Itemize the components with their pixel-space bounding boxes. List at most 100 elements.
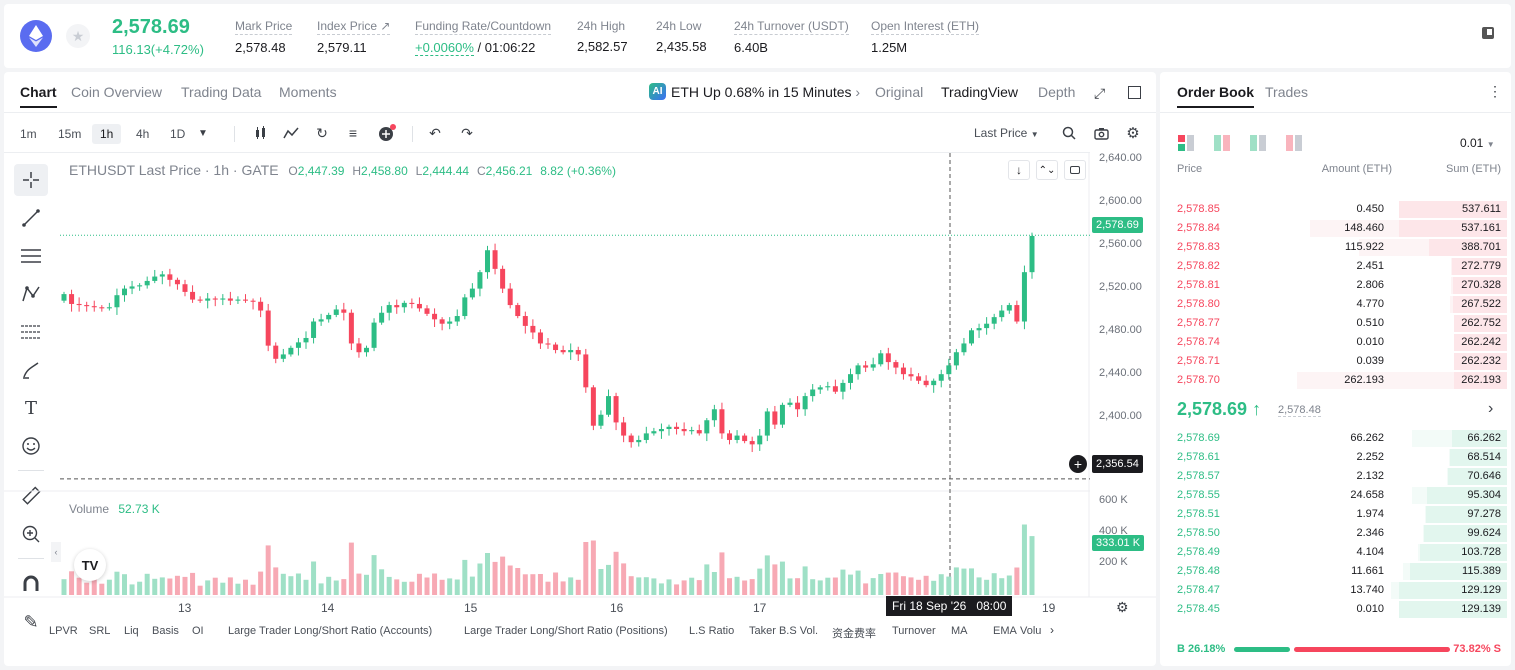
depth-bar <box>1429 239 1507 256</box>
both-sides-view-icon[interactable] <box>1178 135 1194 151</box>
price-type-select[interactable]: Last Price ▼ <box>974 126 1039 140</box>
indicators-icon[interactable] <box>282 124 300 142</box>
undo-icon[interactable]: ↶ <box>429 124 441 141</box>
tab-coin-overview[interactable]: Coin Overview <box>71 84 163 100</box>
indicator-1[interactable]: SRL <box>89 625 111 637</box>
indicator-10[interactable]: Turnover <box>892 625 936 637</box>
crosshair-tool-icon[interactable] <box>14 164 48 196</box>
indicator-5[interactable]: Large Trader Long/Short Ratio (Accounts) <box>228 625 433 637</box>
orderbook-row[interactable]: 2,578.85 0.450 537.611 <box>1160 200 1511 219</box>
timeframe-4h[interactable]: 4h <box>136 127 150 141</box>
orderbook-row[interactable]: 2,578.49 4.104 103.728 <box>1160 543 1511 562</box>
time-axis-label: 13 <box>178 601 192 615</box>
chart-settings-icon[interactable]: ⚙ <box>1116 599 1129 615</box>
chevron-right-icon[interactable]: › <box>1050 623 1054 637</box>
row-sum: 115.389 <box>1462 565 1501 577</box>
favorite-star-icon[interactable]: ★ <box>66 24 90 48</box>
orderbook-row[interactable]: 2,578.55 24.658 95.304 <box>1160 486 1511 505</box>
indicator-4[interactable]: OI <box>192 625 204 637</box>
precision-select[interactable]: 0.01 ▼ <box>1460 136 1495 150</box>
horizontal-lines-tool-icon[interactable] <box>14 240 48 272</box>
indicator-12[interactable]: EMA <box>993 625 1017 637</box>
pattern-tool-icon[interactable] <box>14 278 48 310</box>
orderbook-row[interactable]: 2,578.50 2.346 99.624 <box>1160 524 1511 543</box>
timeframe-15m[interactable]: 15m <box>58 127 82 141</box>
add-alert-icon[interactable] <box>378 124 396 142</box>
notebook-icon[interactable] <box>1481 26 1497 42</box>
indicator-3[interactable]: Basis <box>152 625 179 637</box>
redo-icon[interactable]: ↷ <box>461 124 473 141</box>
orderbook-row[interactable]: 2,578.83 115.922 388.701 <box>1160 238 1511 257</box>
orderbook-row[interactable]: 2,578.70 262.193 262.193 <box>1160 371 1511 390</box>
orderbook-row[interactable]: 2,578.51 1.974 97.278 <box>1160 505 1511 524</box>
candles-icon[interactable] <box>252 124 270 142</box>
orderbook-row[interactable]: 2,578.61 2.252 68.514 <box>1160 448 1511 467</box>
window-icon[interactable] <box>1128 86 1141 99</box>
tab-order-book[interactable]: Order Book <box>1177 84 1255 108</box>
indicator-0[interactable]: LPVR <box>49 625 78 637</box>
tab-chart[interactable]: Chart <box>20 84 57 108</box>
ai-insight-banner[interactable]: ETH Up 0.68% in 15 Minutes › <box>671 84 860 100</box>
more-menu-icon[interactable]: ⋮ <box>1488 83 1502 99</box>
orderbook-row[interactable]: 2,578.47 13.740 129.129 <box>1160 581 1511 600</box>
brush-tool-icon[interactable] <box>14 354 48 386</box>
search-icon[interactable] <box>1060 124 1078 142</box>
orderbook-row[interactable]: 2,578.74 0.010 262.242 <box>1160 333 1511 352</box>
indicator-8[interactable]: Taker B.S Vol. <box>749 625 819 637</box>
orderbook-row[interactable]: 2,578.82 2.451 272.779 <box>1160 257 1511 276</box>
collapse-icon[interactable]: ⌃⌄ <box>1036 160 1058 180</box>
indicator-6[interactable]: Large Trader Long/Short Ratio (Positions… <box>464 625 668 637</box>
indicator-9[interactable]: 资金费率 <box>832 628 876 640</box>
tab-depth[interactable]: Depth <box>1038 84 1076 100</box>
magnet-icon[interactable] <box>14 568 48 600</box>
replay-icon[interactable]: ↻ <box>316 124 328 141</box>
indicator-13[interactable]: Volu <box>1020 625 1042 637</box>
trend-line-tool-icon[interactable] <box>14 202 48 234</box>
orderbook-row[interactable]: 2,578.45 0.010 129.139 <box>1160 600 1511 619</box>
orderbook-row[interactable]: 2,578.77 0.510 262.752 <box>1160 314 1511 333</box>
collapse-toolbar-icon[interactable]: ‹ <box>51 542 61 562</box>
price-chart[interactable] <box>4 153 1156 623</box>
indicator-7[interactable]: L.S Ratio <box>689 625 735 637</box>
indicator-11[interactable]: MA <box>951 625 968 637</box>
orderbook-row[interactable]: 2,578.80 4.770 267.522 <box>1160 295 1511 314</box>
timeframe-1m[interactable]: 1m <box>20 127 37 141</box>
zoom-in-icon[interactable] <box>14 518 48 550</box>
tab-trading-data[interactable]: Trading Data <box>181 84 262 100</box>
timeframe-1h[interactable]: 1h <box>92 124 122 144</box>
orderbook-row[interactable]: 2,578.71 0.039 262.232 <box>1160 352 1511 371</box>
pencil-icon[interactable]: ✎ <box>23 611 39 632</box>
tradingview-logo-icon[interactable]: TV <box>74 549 106 581</box>
tab-original[interactable]: Original <box>875 84 924 100</box>
tab-trades[interactable]: Trades <box>1265 84 1309 100</box>
tab-tradingview[interactable]: TradingView <box>941 84 1019 100</box>
volume-bar <box>772 564 778 595</box>
bids-and-asks-icon[interactable] <box>1214 135 1230 151</box>
orderbook-row[interactable]: 2,578.81 2.806 270.328 <box>1160 276 1511 295</box>
high-value: 2,458.80 <box>361 164 408 178</box>
add-order-icon[interactable]: + <box>1069 455 1087 473</box>
candle <box>606 389 611 417</box>
text-tool-icon[interactable]: T <box>24 397 37 419</box>
bids-only-icon[interactable] <box>1250 135 1266 151</box>
arrow-down-icon[interactable]: ↓ <box>1008 160 1030 180</box>
ruler-tool-icon[interactable] <box>14 480 48 512</box>
chevron-right-icon[interactable]: › <box>1488 400 1494 417</box>
orderbook-row[interactable]: 2,578.84 148.460 537.161 <box>1160 219 1511 238</box>
index-price-stat[interactable]: Index Price ↗ 2,579.11 <box>317 19 391 55</box>
templates-icon[interactable]: ≡ <box>348 125 358 141</box>
emoji-tool-icon[interactable] <box>14 430 48 462</box>
orderbook-row[interactable]: 2,578.69 66.262 66.262 <box>1160 429 1511 448</box>
orderbook-row[interactable]: 2,578.57 2.132 70.646 <box>1160 467 1511 486</box>
fib-tool-icon[interactable] <box>14 316 48 348</box>
indicator-2[interactable]: Liq <box>124 625 139 637</box>
orderbook-row[interactable]: 2,578.48 11.661 115.389 <box>1160 562 1511 581</box>
expand-icon[interactable]: ⤢ <box>1094 85 1106 101</box>
timeframe-1d[interactable]: 1D <box>170 127 186 141</box>
caret-down-icon[interactable]: ▼ <box>198 127 208 139</box>
settings-gear-icon[interactable]: ⚙ <box>1126 125 1140 142</box>
maximize-icon[interactable] <box>1064 160 1086 180</box>
tab-moments[interactable]: Moments <box>279 84 337 100</box>
asks-only-icon[interactable] <box>1286 135 1302 151</box>
camera-icon[interactable] <box>1092 124 1110 142</box>
